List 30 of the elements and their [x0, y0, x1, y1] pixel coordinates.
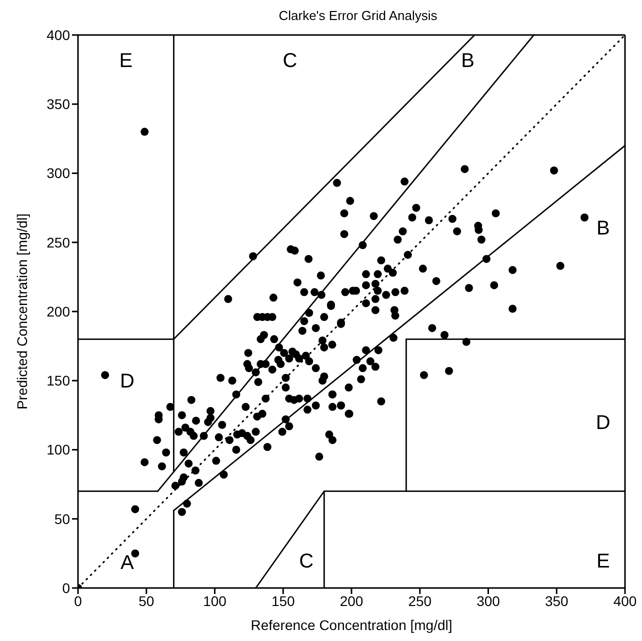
y-tick-label: 300 [46, 165, 70, 182]
y-tick-label: 350 [46, 96, 70, 112]
x-tick-label: 200 [340, 592, 364, 609]
x-tick-label: 400 [613, 592, 637, 609]
y-tick-label: 200 [46, 303, 70, 320]
annotation: B [461, 50, 474, 72]
annotation: D [596, 412, 610, 434]
x-tick-label: 250 [408, 592, 432, 609]
chart-title: Clarke's Error Grid Analysis [278, 8, 438, 25]
x-tick-label: 50 [138, 592, 154, 609]
y-axis-title: Predicted Concentration [mg/dl] [14, 213, 30, 410]
annotation: D [120, 370, 134, 393]
annotation: B [596, 217, 610, 240]
annotation: C [299, 550, 314, 572]
x-tick-label: 350 [544, 592, 569, 609]
x-tick-label: 100 [203, 592, 227, 609]
x-axis-title: Reference Concentration [mg/dl] [250, 617, 452, 633]
annotation: C [282, 50, 298, 72]
y-tick-label: 100 [46, 442, 70, 458]
annotation: A [120, 552, 135, 574]
y-tick-label: 400 [46, 26, 70, 43]
annotation: E [596, 550, 610, 572]
x-tick-label: 0 [74, 592, 82, 609]
x-tick-label: 300 [476, 592, 500, 609]
y-tick-label: 150 [46, 372, 70, 389]
y-tick-label: 0 [62, 580, 70, 596]
annotation: E [119, 50, 133, 72]
x-tick-label: 150 [271, 592, 296, 609]
y-tick-label: 250 [46, 234, 70, 250]
y-tick-label: 50 [54, 510, 70, 527]
